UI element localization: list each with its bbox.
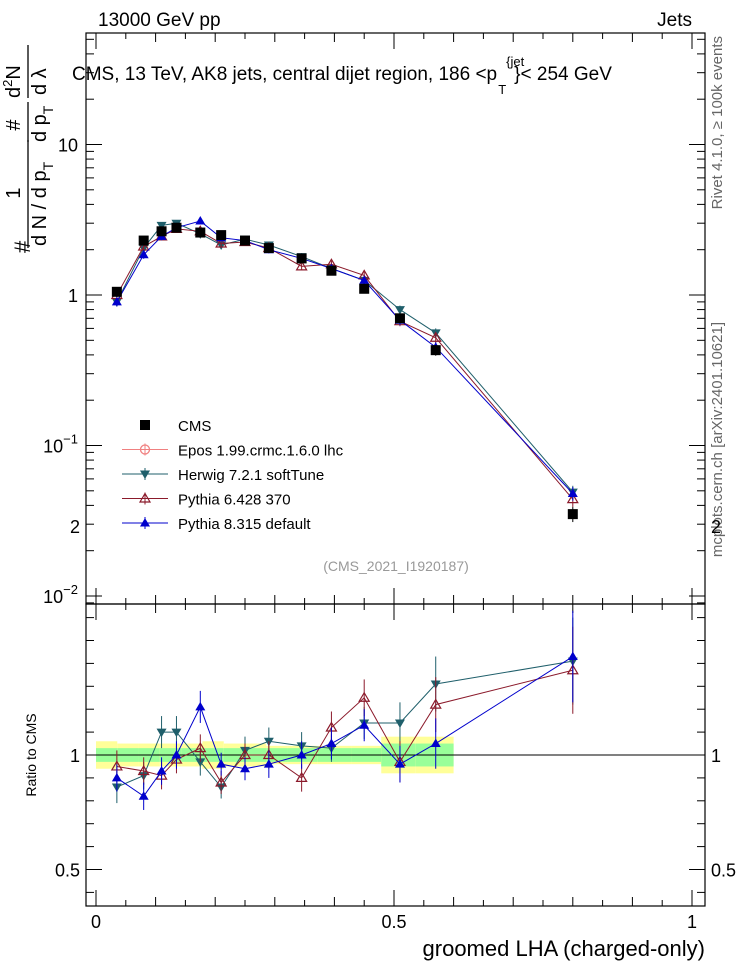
cms-data-point	[171, 222, 182, 233]
ratio-point	[111, 772, 122, 782]
data-point	[195, 216, 206, 225]
cms-data-point	[156, 226, 167, 237]
ratio-frame	[85, 603, 706, 907]
ratio-point	[216, 759, 227, 768]
cms-data-point	[195, 227, 206, 238]
header-left: 13000 GeV pp	[98, 10, 221, 31]
ratio-point	[567, 651, 578, 661]
ratio-point	[195, 701, 206, 711]
cms-data-point	[430, 345, 441, 356]
ylabel-frac1-den: d N / d pT	[29, 161, 56, 246]
data-point	[566, 492, 579, 504]
ratio-point	[430, 738, 441, 748]
cms-data-point	[216, 230, 227, 241]
plot-title: CMS, 13 TeV, AK8 jets, central dijet reg…	[72, 54, 612, 97]
mcplots-label: mcplots.cern.ch [arXiv:2401.10621]	[709, 322, 726, 557]
cms-data-point	[138, 235, 149, 246]
y-tick-label-ratio-right: 2	[711, 517, 721, 537]
cms-data-point	[240, 235, 250, 246]
y-tick-label-ratio-left: 1	[70, 746, 80, 766]
ylabel-prefix: #	[10, 240, 35, 253]
legend-marker	[140, 518, 150, 527]
ratio-point	[171, 728, 182, 738]
legend-marker	[140, 420, 150, 430]
cms-data-point	[111, 286, 122, 297]
ratio-point	[394, 719, 405, 728]
ratio-point	[138, 791, 149, 800]
cms-data-point	[326, 265, 337, 276]
data-point	[138, 249, 149, 259]
ylabel-frac2-num: #	[3, 119, 25, 131]
ratio-point	[137, 764, 150, 776]
y-tick-label-ratio-left: 0.5	[55, 861, 80, 881]
ratio-point	[359, 720, 370, 729]
data-point	[215, 237, 228, 248]
cms-data-point	[394, 313, 405, 324]
axis-ticks	[86, 33, 705, 906]
data-point	[394, 306, 405, 315]
header-right: Jets	[657, 10, 692, 31]
ylabel-frac3-den: d λ	[29, 68, 51, 95]
ylabel-frac3-num: d2N	[0, 65, 25, 98]
ratio-line-3	[116, 656, 574, 797]
legend-label: Pythia 8.315 default	[178, 516, 311, 533]
ratio-point	[195, 758, 206, 767]
cms-data-point	[263, 243, 274, 254]
tick-labels: 0 0.5 1 10 1 10−1 10−2 2 2 1 1 0.5 0.5	[43, 136, 736, 933]
x-tick-label: 1	[687, 912, 697, 932]
legend-label: Pythia 6.428 370	[178, 492, 291, 509]
y-tick-label-main: 10−1	[43, 432, 78, 457]
legend-label: Herwig 7.2.1 softTune	[178, 467, 324, 484]
main-plot-marks	[110, 216, 579, 523]
ratio-point	[394, 759, 405, 768]
ratio-point	[171, 750, 182, 759]
y-tick-label-ratio-left: 2	[70, 517, 80, 537]
data-point	[295, 260, 308, 271]
ratio-point	[326, 738, 337, 748]
rivet-label: Rivet 4.1.0, ≥ 100k events	[709, 36, 726, 209]
y-tick-label-main: 1	[68, 286, 78, 306]
legend-marker	[139, 444, 151, 455]
ratio-y-label: Ratio to CMS	[23, 713, 39, 796]
cms-data-point	[296, 253, 307, 264]
ratio-point	[194, 741, 207, 753]
ratio-point	[263, 759, 274, 768]
ratio-point	[240, 763, 250, 773]
data-point	[359, 275, 370, 284]
ratio-point	[295, 771, 308, 783]
ylabel-frac2-den: d pT	[29, 105, 56, 142]
legend-label: CMS	[178, 418, 211, 435]
ratio-point	[156, 728, 167, 738]
main-y-label: # 1 d N / d pT # d pT d2N d λ	[0, 45, 56, 253]
ylabel-frac1-num: 1	[3, 187, 25, 198]
x-tick-label: 0	[91, 912, 101, 932]
ratio-point	[156, 766, 167, 775]
cms-data-point	[567, 509, 578, 520]
legend-marker	[138, 492, 152, 503]
y-tick-label-ratio-right: 1	[711, 746, 721, 766]
data-point	[111, 296, 122, 306]
ratio-point	[215, 776, 228, 787]
legend-label: Epos 1.99.crmc.1.6.0 lhc	[178, 443, 344, 460]
y-tick-label-ratio-right: 0.5	[711, 861, 736, 881]
ratio-line-1	[116, 660, 573, 788]
legend: CMS Epos 1.99.crmc.1.6.0 lhc Herwig 7.2.1 …	[122, 418, 344, 533]
ratio-point	[429, 698, 442, 709]
legend-marker	[140, 470, 150, 479]
x-tick-label: 0.5	[381, 912, 406, 932]
ratio-point	[358, 691, 371, 702]
ratio-point	[296, 750, 307, 759]
data-point	[429, 331, 442, 342]
x-axis-label: groomed LHA (charged-only)	[423, 936, 705, 961]
data-point	[156, 221, 167, 231]
y-tick-label-main: 10−2	[43, 582, 78, 607]
cms-data-point	[359, 283, 370, 294]
analysis-id: (CMS_2021_I1920187)	[323, 558, 469, 574]
y-tick-label-main: 10	[58, 136, 78, 156]
data-point	[567, 488, 578, 497]
ratio-plot-marks	[110, 610, 579, 810]
